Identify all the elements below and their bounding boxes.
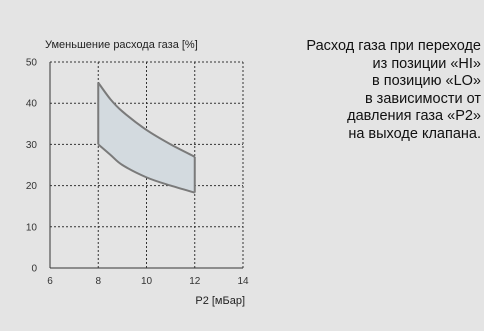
x-tick-label: 10	[141, 276, 153, 287]
y-tick-label: 0	[31, 264, 37, 275]
caption-line: из позиции «HI»	[372, 55, 481, 72]
caption-line: в позицию «LO»	[371, 73, 481, 89]
x-tick-label: 8	[95, 276, 101, 287]
caption-line: на выходе клапана.	[348, 125, 481, 142]
flow-reduction-band	[98, 82, 195, 193]
caption-line: давления газа «P2»	[347, 108, 481, 124]
y-tick-label: 50	[26, 58, 38, 69]
x-tick-label: 6	[47, 276, 53, 287]
x-axis-label: P2 [мБар]	[195, 295, 245, 307]
caption-line: в зависимости от	[364, 90, 481, 107]
y-tick-label: 40	[26, 99, 38, 110]
band-upper-curve	[97, 82, 196, 158]
caption-line: Расход газа при переходе	[306, 38, 481, 54]
x-tick-label: 14	[237, 276, 249, 287]
chart-title: Уменьшение расхода газа [%]	[45, 39, 198, 51]
y-tick-label: 30	[26, 140, 38, 151]
y-tick-label: 20	[26, 181, 38, 192]
band-lower-curve	[97, 143, 196, 194]
chart-caption: Расход газа при переходе из позиции «HI»…	[270, 38, 481, 143]
tick-labels: 0 10 20 30 40 50 6 8 10 12 14	[26, 58, 249, 288]
x-tick-label: 12	[189, 276, 201, 287]
y-tick-label: 10	[26, 222, 38, 233]
